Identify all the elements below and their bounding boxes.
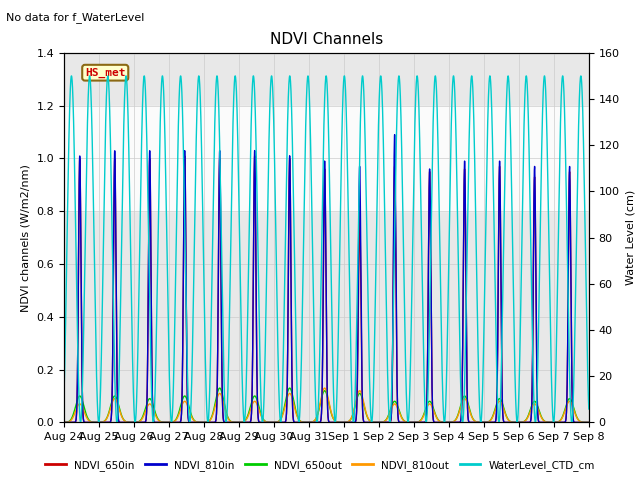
Text: HS_met: HS_met xyxy=(85,68,125,78)
Y-axis label: Water Level (cm): Water Level (cm) xyxy=(625,190,636,285)
Text: No data for f_WaterLevel: No data for f_WaterLevel xyxy=(6,12,145,23)
Bar xyxy=(64,106,589,211)
Title: NDVI Channels: NDVI Channels xyxy=(270,33,383,48)
Legend: NDVI_650in, NDVI_810in, NDVI_650out, NDVI_810out, WaterLevel_CTD_cm: NDVI_650in, NDVI_810in, NDVI_650out, NDV… xyxy=(41,456,599,475)
Y-axis label: NDVI channels (W/m2/nm): NDVI channels (W/m2/nm) xyxy=(21,164,31,312)
